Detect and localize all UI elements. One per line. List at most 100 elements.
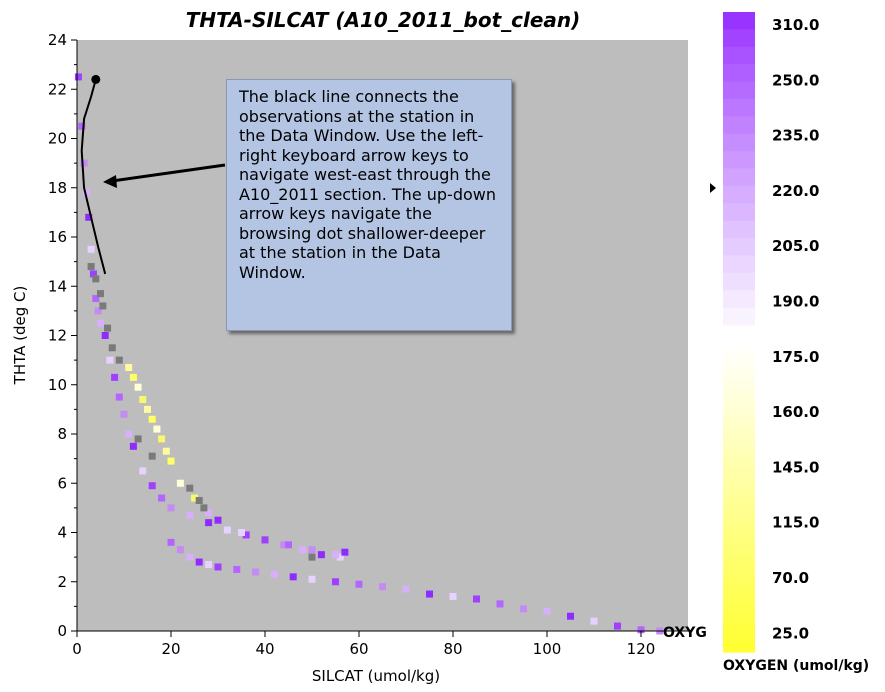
colorbar-tick-label: 310.0 bbox=[772, 16, 819, 34]
colorbar-swatch bbox=[723, 255, 755, 274]
data-point bbox=[158, 494, 166, 502]
x-tick-label: 60 bbox=[349, 640, 368, 658]
data-point bbox=[426, 590, 433, 598]
colorbar-swatch bbox=[723, 593, 755, 604]
colorbar-swatch bbox=[723, 151, 755, 170]
callout-arrow-head bbox=[103, 175, 117, 188]
data-point bbox=[341, 548, 349, 556]
data-point bbox=[94, 307, 102, 315]
colorbar-swatch bbox=[723, 505, 755, 517]
x-axis-label: SILCAT (umol/kg) bbox=[312, 667, 440, 685]
y-tick-label: 22 bbox=[48, 80, 67, 98]
data-point bbox=[543, 607, 551, 615]
data-point bbox=[125, 430, 133, 438]
colorbar-swatch bbox=[723, 12, 755, 30]
colorbar-tick-label: 115.0 bbox=[772, 514, 819, 532]
y-tick-label: 10 bbox=[48, 376, 67, 394]
data-point bbox=[167, 457, 175, 465]
y-tick-label: 2 bbox=[57, 573, 67, 591]
data-point bbox=[82, 189, 90, 197]
colorbar-swatch bbox=[723, 544, 755, 556]
data-point bbox=[120, 410, 128, 418]
data-point bbox=[186, 511, 194, 519]
colorbar-swatch bbox=[723, 554, 755, 565]
data-point bbox=[191, 494, 198, 502]
data-point bbox=[167, 538, 175, 546]
x-tick-label: 80 bbox=[443, 640, 462, 658]
colorbar-swatch bbox=[723, 116, 755, 135]
colorbar-tick-label: 220.0 bbox=[772, 182, 819, 200]
data-point bbox=[270, 570, 278, 578]
data-point bbox=[108, 344, 116, 352]
data-point bbox=[97, 290, 104, 298]
colorbar-swatch bbox=[723, 437, 755, 448]
colorbar-swatch bbox=[723, 525, 755, 536]
colorbar-swatch bbox=[723, 64, 755, 83]
data-point bbox=[308, 546, 316, 554]
colorbar-swatch bbox=[723, 583, 755, 595]
colorbar-swatch bbox=[723, 408, 755, 419]
data-point bbox=[129, 442, 137, 450]
colorbar-swatch bbox=[723, 98, 755, 117]
y-tick-label: 12 bbox=[48, 327, 67, 345]
colorbar-swatch bbox=[723, 220, 755, 239]
y-tick-label: 18 bbox=[48, 179, 67, 197]
colorbar-swatch bbox=[723, 369, 755, 380]
data-point bbox=[162, 447, 170, 455]
colorbar-swatch bbox=[723, 340, 755, 351]
x-tick-label: 40 bbox=[255, 640, 274, 658]
data-point bbox=[252, 568, 260, 576]
y-axis-label: THTA (deg C) bbox=[11, 286, 29, 386]
colorbar-swatch bbox=[723, 535, 755, 546]
y-tick-label: 4 bbox=[57, 524, 67, 542]
data-point bbox=[242, 531, 250, 539]
data-point bbox=[520, 605, 527, 613]
colorbar-swatch bbox=[723, 515, 755, 526]
data-point bbox=[111, 373, 119, 381]
data-point bbox=[115, 356, 123, 364]
data-point bbox=[214, 563, 222, 571]
data-point bbox=[289, 573, 297, 581]
data-point bbox=[89, 270, 97, 278]
browsing-dot bbox=[91, 74, 101, 84]
data-point bbox=[200, 504, 208, 512]
annotation-callout: The black line connects the observations… bbox=[226, 79, 512, 331]
colorbar-swatch bbox=[723, 185, 755, 204]
data-point bbox=[402, 585, 410, 593]
data-point bbox=[134, 435, 142, 443]
y-tick-label: 24 bbox=[48, 31, 67, 49]
colorbar-swatch bbox=[723, 203, 755, 222]
x-tick-label: 0 bbox=[72, 640, 82, 658]
chart-title: THTA-SILCAT (A10_2011_bot_clean) bbox=[186, 8, 581, 32]
colorbar-title: OXYGEN (umol/kg) bbox=[723, 658, 869, 674]
data-point bbox=[144, 405, 151, 413]
colorbar-swatch bbox=[723, 603, 755, 614]
data-point bbox=[129, 373, 137, 381]
x-axis-ticks: 0 20 40 60 80 100 120 bbox=[72, 631, 655, 658]
data-point bbox=[299, 546, 307, 554]
data-point bbox=[332, 551, 339, 559]
colorbar-swatch bbox=[723, 447, 755, 458]
colorbar-swatch bbox=[723, 307, 755, 326]
colorbar-swatch bbox=[723, 272, 755, 291]
data-point bbox=[85, 213, 93, 221]
data-point bbox=[496, 600, 504, 608]
x-tick-label: 100 bbox=[533, 640, 562, 658]
data-point bbox=[637, 626, 645, 634]
colorbar-tick-label: 190.0 bbox=[772, 293, 819, 311]
data-point bbox=[280, 541, 288, 549]
colorbar-swatch bbox=[723, 574, 755, 585]
colorbar-swatch bbox=[723, 466, 755, 478]
data-point bbox=[261, 536, 269, 544]
data-point bbox=[186, 484, 194, 492]
data-point bbox=[308, 575, 316, 583]
data-point bbox=[238, 529, 245, 536]
data-point bbox=[139, 396, 147, 404]
colorbar-swatch bbox=[723, 622, 755, 634]
data-point bbox=[176, 546, 184, 554]
colorbar-tick-label: 70.0 bbox=[772, 569, 809, 587]
data-point bbox=[97, 319, 104, 327]
colorbar-swatch bbox=[723, 632, 755, 643]
colorbar-labels: 310.0 250.0 235.0 220.0 205.0 190.0 175.0 160.0… bbox=[772, 16, 819, 642]
